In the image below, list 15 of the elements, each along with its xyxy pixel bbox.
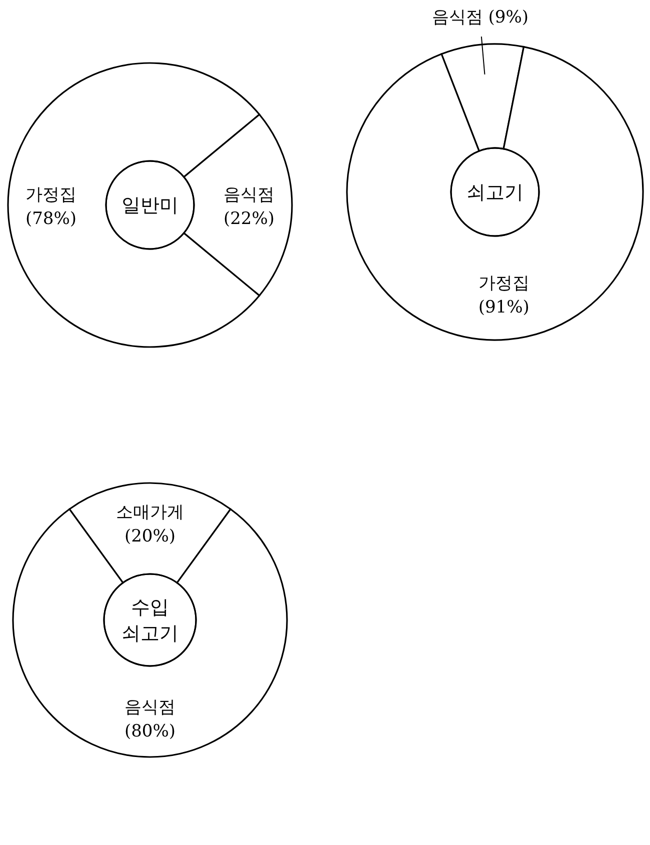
slice-label: 소매가게: [116, 502, 184, 522]
slice-label: 음식점: [224, 184, 274, 205]
text: 일반미: [122, 194, 178, 217]
text: 쇠고기: [466, 182, 524, 204]
text: 수입 쇠고기: [122, 596, 178, 645]
data-label: (20%): [124, 526, 176, 546]
donut-slice: [346, 46, 644, 341]
slice-label: 가정집: [26, 184, 76, 205]
slice-label: 음식점 (9%): [432, 8, 529, 28]
slice-label: 음식점: [124, 697, 176, 718]
data-label: (91%): [478, 298, 530, 318]
slice-label: 가정집: [478, 274, 530, 294]
data-label: (22%): [223, 208, 275, 229]
data-label: (78%): [25, 208, 77, 229]
data-label: (80%): [124, 721, 176, 742]
